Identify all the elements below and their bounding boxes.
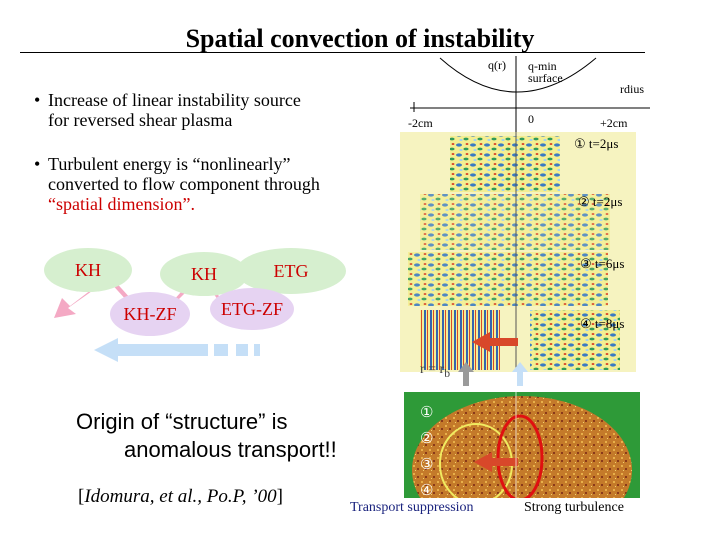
origin-line1: Origin of “structure” is <box>76 409 288 434</box>
strong-turbulence-label: Strong turbulence <box>524 500 624 515</box>
marker-3: ③ <box>420 457 434 473</box>
rb-label: r = r <box>420 362 445 377</box>
bullet-marker: • <box>34 90 41 110</box>
q-profile-sketch <box>410 56 650 136</box>
blue-arrow-dash <box>236 344 248 356</box>
panel-4-label: ④ t=8μs <box>580 316 625 331</box>
origin-line2: anomalous transport!! <box>124 437 337 462</box>
simulation-panels <box>400 132 636 372</box>
pink-arrow-left <box>54 280 104 318</box>
zero-label: 0 <box>528 112 534 126</box>
blue-arrow-dash <box>214 344 228 356</box>
gray-up-arrow <box>458 362 474 386</box>
marker-1: ① <box>420 405 434 421</box>
kh-label: KH <box>75 259 101 280</box>
panel-2-turbulence <box>420 194 610 250</box>
bullet-reversed-shear: • Increase of linear instability source … <box>34 90 301 130</box>
up-arrows <box>458 362 528 386</box>
slide-title: Spatial convection of instability <box>185 24 535 53</box>
etg-label: ETG <box>273 260 309 281</box>
marker-2: ② <box>420 431 434 447</box>
etg-zf-bubble: ETG-ZF <box>210 288 294 330</box>
title-underline <box>20 52 645 53</box>
blue-arrow-left <box>94 338 208 362</box>
bullet2-line2: converted to flow component through <box>48 174 320 194</box>
marker-4: ④ <box>420 483 434 499</box>
origin-statement: Origin of “structure” is anomalous trans… <box>76 408 337 464</box>
kh-label-2: KH <box>191 263 217 284</box>
kh-zf-label: KH-ZF <box>123 303 177 324</box>
qmin-label-line1: q-min <box>528 59 557 73</box>
plus-2cm-label: +2cm <box>600 116 628 130</box>
citation-close-bracket: ] <box>276 486 283 507</box>
qmin-label-line2: surface <box>528 71 563 85</box>
panel-1-label: ① t=2μs <box>574 136 619 151</box>
red-arrow-panel <box>472 332 518 352</box>
kh-zf-bubble: KH-ZF <box>110 292 190 336</box>
kh-mode-bubble: KH <box>44 248 132 292</box>
etg-zf-label: ETG-ZF <box>221 298 283 319</box>
red-arrow-lower <box>474 452 518 472</box>
citation-text: Idomura, et al., Po.P, ’00 <box>84 486 277 507</box>
panel-3-label: ③ t=6μs <box>580 256 625 271</box>
bullet2-line1: Turbulent energy is “nonlinearly” <box>48 154 291 174</box>
q-profile-curve <box>439 57 597 93</box>
bullet-marker: • <box>34 154 41 174</box>
panel-4-turbulence <box>530 310 620 370</box>
etg-mode-bubble: ETG <box>236 248 346 294</box>
rb-subscript: b <box>444 366 451 380</box>
bullet1-line1: Increase of linear instability source <box>48 90 301 110</box>
r-equals-rb: r = rb <box>420 362 450 380</box>
panel-3-turbulence <box>408 252 608 306</box>
qr-label: q(r) <box>488 58 506 72</box>
lower-turbulence-region <box>412 396 632 498</box>
transport-suppression-label: Transport suppression <box>350 500 474 515</box>
blue-arrow-dash <box>254 344 260 356</box>
panel-2-label: ② t=2μs <box>578 194 623 209</box>
panel-1-turbulence <box>450 136 560 192</box>
citation: [Idomura, et al., Po.P, ’00] <box>78 486 283 508</box>
rdius-label: rdius <box>620 82 644 96</box>
bullet-turbulent-energy: • Turbulent energy is “nonlinearly” conv… <box>34 154 320 214</box>
blue-up-arrow <box>512 362 528 386</box>
bullet1-line2: for reversed shear plasma <box>48 110 233 130</box>
lower-simulation <box>404 392 640 498</box>
citation-open-bracket: [ <box>78 486 85 507</box>
lower-markers: ① ② ③ ④ <box>420 400 433 504</box>
qmin-surface-label: q-min surface <box>528 60 563 84</box>
minus-2cm-label: -2cm <box>408 116 433 130</box>
kh-mode-bubble-2: KH <box>160 252 248 296</box>
bullet2-line3: “spatial dimension”. <box>48 194 195 214</box>
